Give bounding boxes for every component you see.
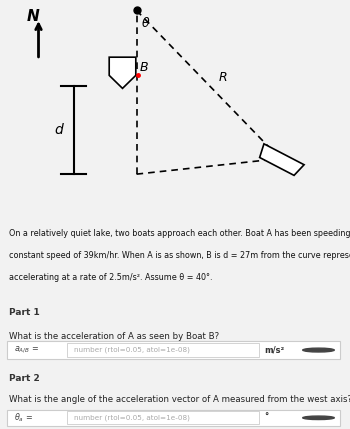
Polygon shape	[260, 144, 304, 175]
Text: R: R	[219, 71, 228, 84]
FancyBboxPatch shape	[7, 341, 340, 359]
Text: i: i	[317, 413, 320, 422]
Text: On a relatively quiet lake, two boats approach each other. Boat A has been speed: On a relatively quiet lake, two boats ap…	[9, 229, 350, 238]
Text: constant speed of 39km/hr. When A is as shown, B is d = 27m from the curve repre: constant speed of 39km/hr. When A is as …	[9, 251, 350, 260]
Circle shape	[303, 348, 334, 352]
FancyBboxPatch shape	[66, 411, 259, 424]
Text: m/s²: m/s²	[264, 346, 285, 354]
Text: Part 2: Part 2	[9, 374, 40, 383]
Text: $\theta_a$ =: $\theta_a$ =	[14, 411, 33, 424]
Text: Part 1: Part 1	[9, 308, 40, 317]
Text: accelerating at a rate of 2.5m/s². Assume θ = 40°.: accelerating at a rate of 2.5m/s². Assum…	[9, 273, 212, 282]
Text: θ: θ	[142, 17, 149, 30]
Text: A: A	[289, 163, 297, 176]
Text: $a_{A/B}$ =: $a_{A/B}$ =	[14, 344, 39, 356]
FancyBboxPatch shape	[7, 410, 340, 426]
Text: number (rtol=0.05, atol=1e-08): number (rtol=0.05, atol=1e-08)	[74, 414, 189, 421]
Text: What is the acceleration of A as seen by Boat B?: What is the acceleration of A as seen by…	[9, 332, 219, 341]
Text: i: i	[317, 346, 320, 354]
Text: number (rtol=0.05, atol=1e-08): number (rtol=0.05, atol=1e-08)	[74, 347, 189, 353]
Text: What is the angle of the acceleration vector of A measured from the west axis?: What is the angle of the acceleration ve…	[9, 395, 350, 404]
Text: d: d	[54, 123, 63, 137]
Polygon shape	[109, 57, 136, 88]
Circle shape	[303, 416, 334, 420]
Text: B: B	[140, 61, 149, 75]
Text: °: °	[264, 413, 268, 422]
Text: N: N	[26, 9, 39, 24]
FancyBboxPatch shape	[66, 343, 259, 357]
